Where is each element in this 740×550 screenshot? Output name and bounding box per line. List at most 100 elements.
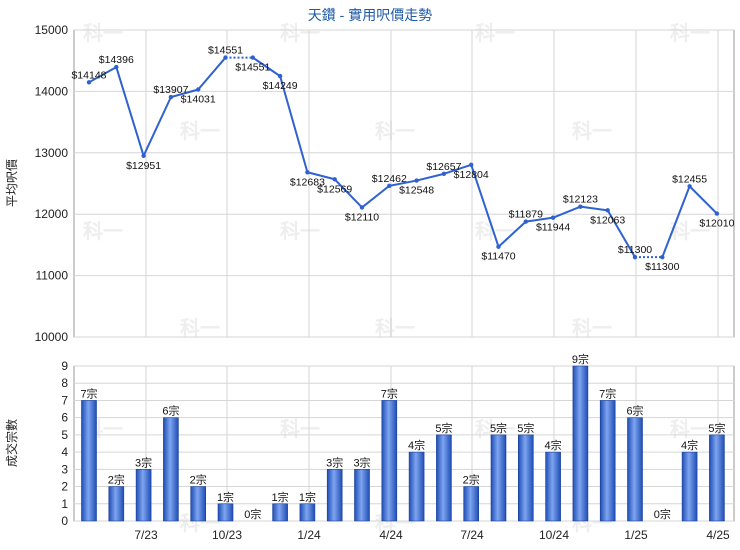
price-data-label: $11300 [645,261,679,273]
price-data-label: $11300 [618,244,652,256]
price-point [168,94,174,100]
x-tick-label: 7/23 [134,528,158,542]
deal-count-bar [381,400,398,522]
price-point [414,178,419,183]
x-tick-label: 4/24 [379,528,403,542]
deal-count-label: 5宗 [490,421,507,435]
price-point [441,171,447,177]
deal-count-bar [272,503,288,522]
deal-count-bar [299,503,316,522]
deal-count-label: 0宗 [244,507,261,521]
watermark-text: 科一 [375,316,415,340]
line-y-tick: 11000 [36,269,69,283]
price-point [114,64,119,70]
price-line-segment [552,205,581,219]
bar-y-tick: 7 [61,393,68,407]
watermark-text: 科一 [83,219,123,243]
bar-y-tick: 4 [61,445,68,459]
price-line-segment [170,88,199,99]
chart-title: 天鑽 - 實用呎價走勢 [308,7,432,23]
deal-count-bar [490,434,507,522]
price-data-label: $12123 [563,194,598,206]
deal-count-bar [217,503,234,522]
price-data-label: $14396 [99,54,134,66]
watermark-text: 科一 [280,219,320,243]
price-data-label: $12010 [699,218,734,230]
deal-count-label: 1宗 [217,490,234,504]
price-data-label: $12683 [290,176,325,188]
price-data-label: $14249 [263,80,298,92]
line-y-tick: 14000 [35,84,69,98]
price-point [305,170,310,175]
price-line-segment [443,163,472,175]
price-line-segment [661,185,691,258]
deal-count-label: 6宗 [162,404,179,418]
price-line-segment [333,178,363,209]
x-tick-label: 4/25 [706,528,730,542]
price-line-segment [416,172,445,182]
line-y-tick: 10000 [35,330,69,344]
price-line-segment [470,164,500,248]
price-point [86,80,92,85]
deal-count-bar [163,417,179,522]
line-y-tick: 15000 [35,23,69,37]
price-point [687,184,692,189]
deal-count-label: 4宗 [545,438,562,452]
price-point [277,73,283,79]
price-data-label: $12657 [426,161,461,173]
line-y-tick: 13000 [35,146,69,160]
deal-count-bar [135,469,152,522]
price-point [578,204,583,209]
price-point [550,215,556,220]
deal-count-bar [572,365,589,522]
watermark-text: 科一 [280,417,320,441]
x-tick-label: 10/23 [212,528,242,542]
bar-plot-frame [73,365,735,522]
price-point [496,244,501,249]
deal-count-label: 3宗 [135,455,152,469]
deal-count-label: 5宗 [517,421,534,435]
x-tick-label: 10/24 [539,528,569,542]
deal-count-label: 7宗 [381,386,398,400]
price-data-label: $13907 [153,84,188,96]
price-data-label: $14031 [181,93,216,105]
price-line-segment [142,96,172,157]
deal-count-bar [108,486,125,522]
deal-count-bar [354,469,370,522]
deal-count-bar [681,451,698,522]
bar-y-tick: 0 [61,514,68,528]
price-point [469,162,474,168]
deal-count-label: 4宗 [408,438,425,452]
price-point [250,55,255,60]
watermark-text: 科一 [475,21,515,45]
deal-count-label: 2宗 [463,473,480,487]
price-line-segment [307,171,335,181]
price-data-label: $14551 [208,45,243,57]
deal-count-bar [81,400,97,522]
deal-count-label: 5宗 [708,421,725,435]
deal-count-bar [436,434,452,522]
watermark-text: 科一 [572,316,612,340]
price-data-label: $12569 [317,183,352,195]
price-point [332,177,337,182]
bar-y-tick: 5 [61,428,68,442]
price-line-segment [361,185,390,209]
price-line-segment [197,56,227,91]
price-line-segment [88,66,117,84]
watermark-text: 科一 [180,316,220,340]
deal-count-bar [627,417,643,522]
price-data-label: $14551 [235,62,270,74]
watermark-text: 科一 [670,21,710,45]
bar-y-tick: 3 [61,462,68,476]
watermark-text: 科一 [280,21,320,45]
price-data-label: $12951 [126,160,161,172]
x-tick-label: 1/25 [624,528,648,542]
watermark-text: 科一 [572,119,612,143]
price-data-label: $12462 [372,173,407,185]
price-point [660,254,665,260]
price-point [714,211,720,216]
deal-count-bar [408,451,425,522]
deal-count-bar [463,486,480,522]
price-point [523,219,528,224]
deal-count-label: 5宗 [435,421,452,435]
